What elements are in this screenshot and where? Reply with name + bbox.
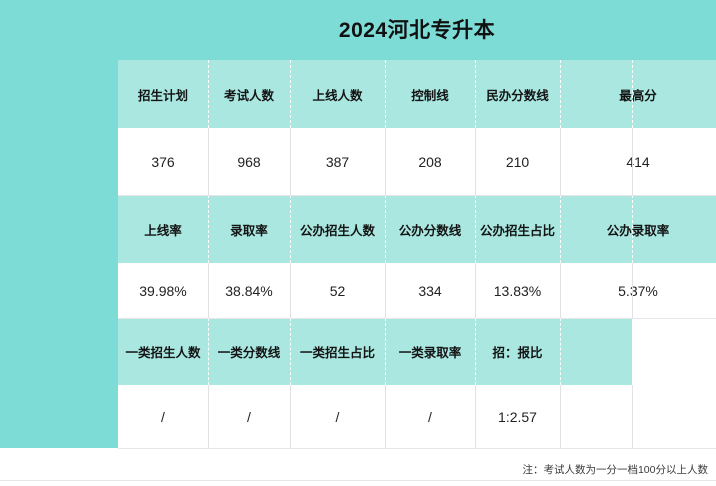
header-cell-3-0: 一类招生人数: [125, 346, 201, 360]
grid-divider: [632, 385, 633, 448]
grid-divider: [208, 385, 209, 448]
grid-divider: [208, 263, 209, 318]
grid-divider: [208, 318, 209, 385]
grid-divider: [475, 128, 476, 195]
header-band-3: [118, 318, 632, 385]
data-cell-2-0: 39.98%: [139, 282, 187, 299]
grid-divider: [560, 263, 561, 318]
grid-divider: [475, 263, 476, 318]
header-cell-1-1: 考试人数: [223, 88, 274, 103]
grid-divider: [632, 128, 633, 195]
header-cell-2-5: 公办录取率: [606, 223, 670, 238]
grid-divider: [385, 195, 386, 263]
grid-divider: [385, 60, 386, 128]
data-cell-1-0: 376: [151, 153, 175, 170]
header-cell-2-1: 录取率: [230, 223, 268, 238]
grid-divider: [208, 128, 209, 195]
header-cell-2-3: 公办分数线: [398, 223, 462, 238]
grid-divider: [632, 263, 633, 318]
data-cell-2-2: 52: [329, 282, 346, 299]
data-band-2: [118, 263, 716, 318]
data-cell-1-4: 210: [505, 153, 530, 170]
grid-divider: [290, 60, 291, 128]
header-cell-2-2: 公办招生人数: [299, 223, 375, 238]
header-cell-3-4: 招：报比: [492, 346, 543, 360]
grid-divider: [475, 195, 476, 263]
data-cell-1-1: 968: [237, 153, 261, 170]
header-cell-1-3: 控制线: [411, 88, 449, 103]
grid-divider: [118, 195, 716, 196]
data-cell-1-5: 414: [626, 153, 650, 170]
grid-divider: [0, 480, 716, 481]
header-cell-2-0: 上线率: [144, 223, 182, 238]
grid-divider: [118, 448, 716, 449]
header-cell-3-3: 一类录取率: [398, 346, 462, 360]
grid-divider: [385, 318, 386, 385]
data-cell-3-0: /: [161, 408, 165, 425]
grid-divider: [290, 195, 291, 263]
page-title: 2024河北专升本: [338, 19, 496, 42]
data-band-1: [118, 128, 716, 195]
grid-divider: [560, 385, 561, 448]
header-cell-2-4: 公办招生占比: [479, 223, 555, 238]
footnote-text: 注：考试人数为一分一档100分以上人数: [522, 464, 708, 476]
data-band-3: [118, 385, 716, 448]
header-band-1: [118, 60, 716, 128]
grid-divider: [632, 60, 633, 128]
grid-divider: [560, 60, 561, 128]
grid-divider: [290, 318, 291, 385]
header-cell-1-2: 上线人数: [312, 88, 363, 103]
data-cell-3-2: /: [335, 408, 340, 425]
grid-divider: [560, 195, 561, 263]
grid-divider: [290, 128, 291, 195]
data-cell-2-5: 5.37%: [618, 282, 658, 299]
grid-divider: [118, 318, 716, 319]
major-column: [0, 0, 118, 448]
grid-divider: [560, 128, 561, 195]
grid-divider: [385, 385, 386, 448]
grid-divider: [385, 128, 386, 195]
header-cell-1-0: 招生计划: [137, 88, 188, 103]
header-band-2: [118, 195, 716, 263]
data-cell-1-3: 208: [418, 153, 442, 170]
grid-divider: [475, 318, 476, 385]
grid-divider: [475, 60, 476, 128]
grid-divider: [475, 385, 476, 448]
data-cell-2-3: 334: [418, 282, 442, 299]
grid-divider: [632, 195, 633, 263]
grid-divider: [385, 263, 386, 318]
data-cell-3-4: 1:2.57: [498, 408, 537, 425]
grid-divider: [290, 263, 291, 318]
data-cell-1-2: 387: [325, 153, 350, 170]
header-cell-1-5: 最高分: [619, 88, 657, 103]
grid-divider: [208, 195, 209, 263]
grid-divider: [290, 385, 291, 448]
data-cell-3-1: /: [247, 408, 251, 425]
header-cell-3-1: 一类分数线: [217, 346, 281, 360]
data-cell-3-3: /: [428, 408, 432, 425]
data-cell-2-1: 38.84%: [225, 282, 273, 299]
header-cell-1-4: 民办分数线: [486, 88, 549, 103]
grid-divider: [208, 60, 209, 128]
title-banner: [118, 0, 716, 60]
data-cell-2-4: 13.83%: [493, 282, 542, 299]
header-cell-3-2: 一类招生占比: [299, 346, 375, 360]
grid-divider: [560, 318, 561, 385]
